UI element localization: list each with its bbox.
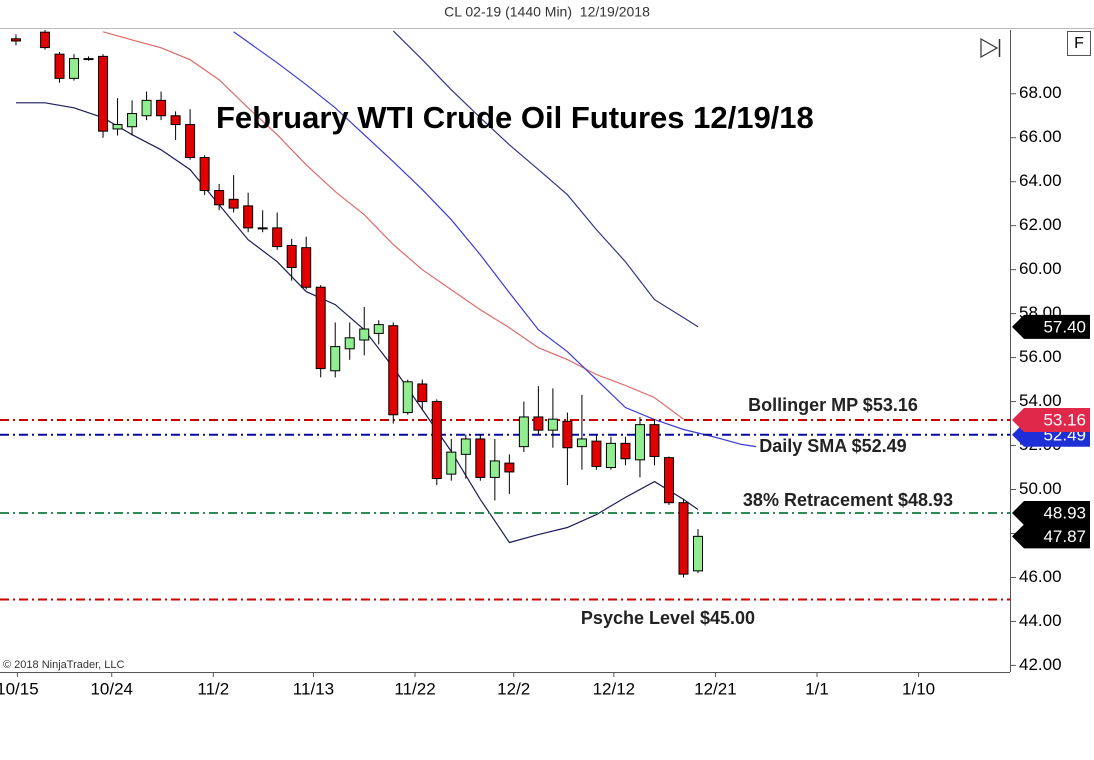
candle-body: [301, 247, 312, 288]
candle-body: [156, 99, 167, 117]
indicator-line: [233, 31, 757, 448]
candle-body: [127, 113, 138, 128]
candle-body: [228, 198, 239, 209]
y-tick-label: 64.00: [1019, 171, 1062, 190]
level-label: Psyche Level $45.00: [581, 608, 755, 628]
candle-body: [693, 535, 704, 572]
candle-body: [388, 325, 399, 416]
candle-body: [272, 227, 283, 248]
candle-body: [649, 424, 660, 458]
price-tag-label: 53.16: [1043, 411, 1086, 430]
credit: © 2018 NinjaTrader, LLC: [3, 659, 124, 671]
x-tick-label: 10/15: [0, 679, 39, 698]
candle-body: [185, 124, 196, 159]
candle-body: [605, 442, 616, 469]
candle-body: [547, 418, 558, 431]
chart-header: CL 02-19 (1440 Min) 12/19/2018: [444, 4, 650, 20]
candle-body: [286, 244, 297, 268]
indicator-line: [16, 102, 699, 544]
candle-body: [54, 53, 65, 79]
candle-body: [591, 440, 602, 467]
candle-body: [39, 31, 50, 49]
candle-body: [98, 55, 109, 132]
level-label: Daily SMA $52.49: [759, 436, 906, 456]
candle-body: [417, 383, 428, 403]
candle-body: [431, 401, 442, 480]
y-tick-label: 56.00: [1019, 347, 1062, 366]
candle-body: [170, 115, 181, 126]
price-tag-label: 57.40: [1043, 317, 1086, 336]
price-tag-label: 47.87: [1043, 527, 1086, 546]
x-tick-label: 11/13: [293, 679, 334, 698]
f-button[interactable]: F: [1067, 31, 1091, 56]
indicator-line: [392, 30, 699, 328]
candle-body: [141, 99, 152, 117]
y-tick-label: 46.00: [1019, 567, 1062, 586]
x-tick-label: 12/2: [497, 679, 530, 698]
x-tick-label: 1/10: [902, 679, 935, 698]
price-tag: [1012, 501, 1090, 526]
y-tick-label: 68.00: [1019, 83, 1062, 102]
x-tick-label: 11/22: [394, 679, 435, 698]
candle-body: [10, 38, 21, 42]
candle-body: [257, 227, 268, 230]
y-tick-label: 42.00: [1019, 655, 1062, 674]
candle-body: [446, 451, 457, 475]
y-tick-label: 62.00: [1019, 215, 1062, 234]
x-tick-label: 10/24: [90, 679, 133, 698]
candle-body: [620, 442, 631, 460]
f-button-label[interactable]: F: [1074, 35, 1084, 52]
candle-body: [344, 337, 355, 350]
candle-body: [243, 205, 254, 229]
plot-area: [0, 30, 1010, 601]
x-tick-label: 1/1: [805, 679, 829, 698]
y-tick-label: 54.00: [1019, 391, 1062, 410]
candle-body: [663, 457, 674, 504]
candle-body: [330, 346, 341, 372]
x-tick-label: 12/12: [593, 679, 636, 698]
candle-body: [373, 324, 384, 334]
candle-body: [489, 460, 500, 478]
candle-body: [518, 416, 529, 448]
candle-body: [214, 190, 225, 206]
candle-body: [475, 438, 486, 478]
candle-body: [315, 286, 326, 370]
price-tag: [1012, 314, 1090, 339]
y-tick-label: 60.00: [1019, 259, 1062, 278]
candle-body: [634, 424, 645, 461]
y-tick-label: 44.00: [1019, 611, 1062, 630]
y-tick-label: 50.00: [1019, 479, 1062, 498]
candle-body: [576, 438, 587, 448]
candle-body: [460, 438, 471, 455]
candle-body: [199, 157, 210, 192]
y-tick-label: 66.00: [1019, 127, 1062, 146]
candle-body: [359, 328, 370, 341]
candle-body: [69, 58, 80, 79]
candle-body: [83, 58, 94, 61]
candle-body: [112, 124, 123, 130]
candle-body: [533, 416, 544, 431]
candle-body: [562, 420, 573, 449]
chart-subtitle: February WTI Crude Oil Futures 12/19/18: [216, 100, 814, 135]
price-tag: [1012, 408, 1090, 433]
candle-body: [402, 381, 413, 414]
x-tick-label: 11/2: [197, 679, 229, 698]
play-button[interactable]: [980, 37, 1001, 59]
level-label: 38% Retracement $48.93: [743, 490, 953, 510]
x-tick-label: 12/21: [694, 679, 737, 698]
candle-body: [678, 502, 689, 575]
price-tag: [1012, 524, 1090, 549]
candle-body: [504, 462, 515, 473]
level-label: Bollinger MP $53.16: [748, 395, 918, 415]
price-tag-label: 48.93: [1043, 504, 1086, 523]
